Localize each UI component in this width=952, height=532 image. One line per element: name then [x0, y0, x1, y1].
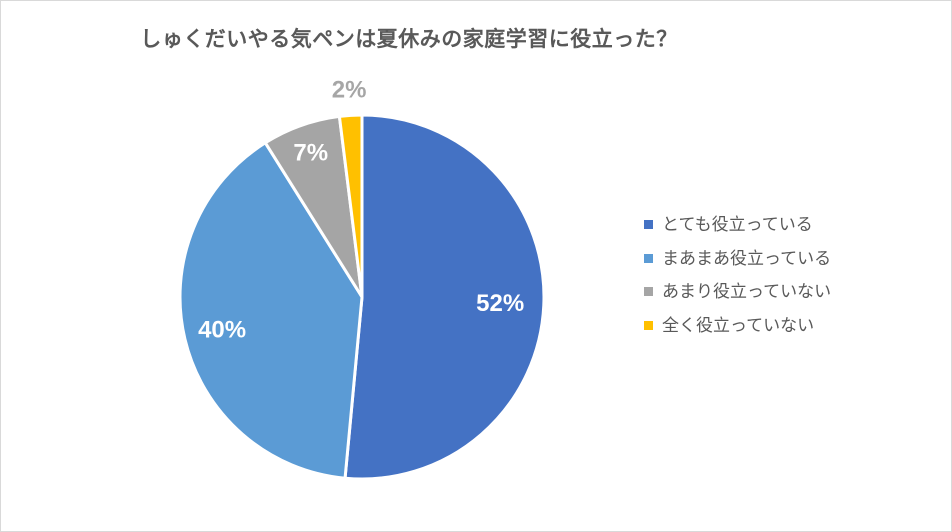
legend: とても役立っている まあまあ役立っている あまり役立っていない 全く役立っていない — [644, 208, 831, 342]
data-label-2: 40% — [198, 317, 246, 344]
pie-slice-1 — [343, 113, 546, 481]
legend-marker-icon — [644, 287, 653, 297]
legend-label: あまり役立っていない — [662, 282, 832, 302]
legend-marker-icon — [644, 320, 653, 330]
data-label-4: 2% — [332, 76, 367, 103]
legend-marker-icon — [644, 220, 653, 230]
legend-label: とても役立っている — [662, 215, 813, 235]
chart-title: しゅくだいやる気ペンは夏休みの家庭学習に役立った？ — [140, 28, 678, 51]
legend-label: まあまあ役立っている — [662, 248, 832, 268]
legend-marker-icon — [644, 253, 653, 263]
legend-item: あまり役立っていない — [644, 275, 831, 309]
legend-item: 全く役立っていない — [644, 309, 831, 343]
legend-label: 全く役立っていない — [662, 315, 815, 335]
legend-item: まあまあ役立っている — [644, 242, 831, 276]
data-label-1: 52% — [476, 290, 524, 317]
data-label-3: 7% — [293, 140, 328, 167]
legend-item: とても役立っている — [644, 208, 831, 242]
pie-slice-4 — [337, 113, 364, 299]
